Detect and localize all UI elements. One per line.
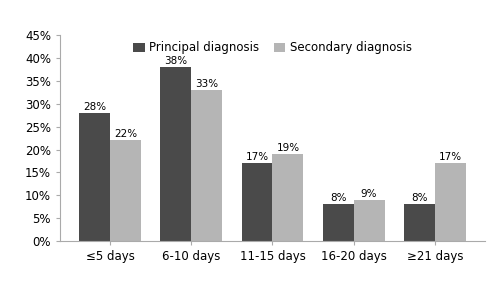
Bar bbox=[435, 163, 466, 241]
Text: 22%: 22% bbox=[114, 129, 137, 139]
Bar bbox=[404, 205, 435, 241]
Legend: Principal diagnosis, Secondary diagnosis: Principal diagnosis, Secondary diagnosis bbox=[133, 41, 412, 54]
Bar bbox=[110, 141, 141, 241]
Text: 33%: 33% bbox=[195, 79, 218, 89]
Text: 17%: 17% bbox=[438, 152, 462, 162]
Text: 17%: 17% bbox=[246, 152, 268, 162]
Bar bbox=[354, 200, 384, 241]
Text: 28%: 28% bbox=[83, 102, 106, 112]
Text: 38%: 38% bbox=[164, 56, 188, 66]
Bar bbox=[242, 163, 272, 241]
Bar bbox=[160, 67, 192, 241]
Bar bbox=[323, 205, 354, 241]
Bar bbox=[272, 154, 304, 241]
Text: 8%: 8% bbox=[330, 193, 346, 203]
Text: 9%: 9% bbox=[361, 188, 378, 198]
Text: 8%: 8% bbox=[411, 193, 428, 203]
Text: 19%: 19% bbox=[276, 143, 299, 153]
Bar bbox=[80, 113, 110, 241]
Bar bbox=[192, 90, 222, 241]
